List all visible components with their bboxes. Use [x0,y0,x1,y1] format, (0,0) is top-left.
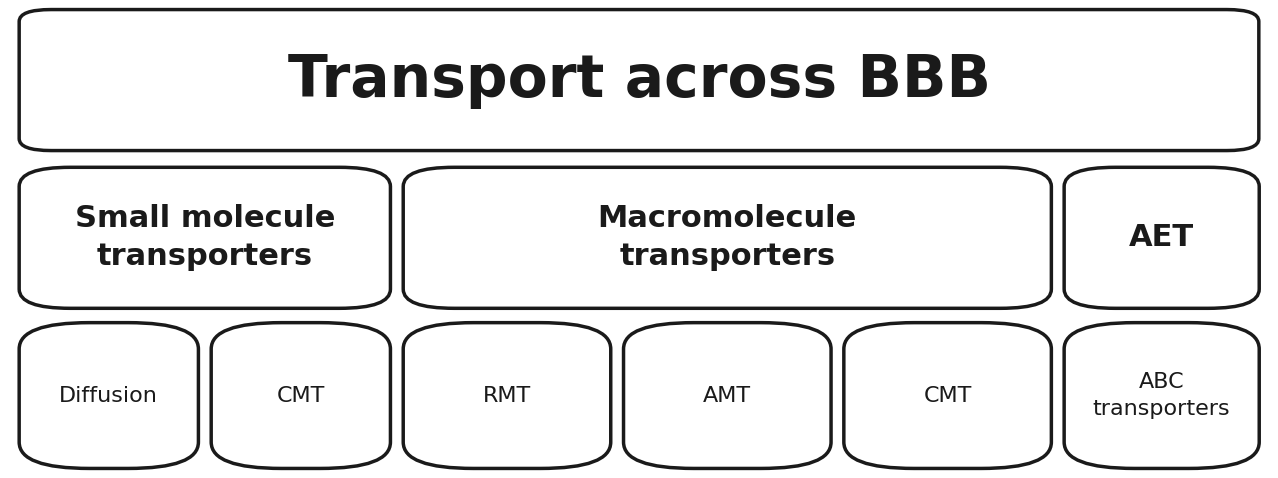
Text: Transport across BBB: Transport across BBB [288,52,990,109]
Text: AMT: AMT [703,386,751,405]
Text: Diffusion: Diffusion [59,386,158,405]
FancyBboxPatch shape [1065,167,1259,308]
FancyBboxPatch shape [19,167,391,308]
FancyBboxPatch shape [843,323,1052,468]
Text: ABC
transporters: ABC transporters [1093,372,1231,419]
FancyBboxPatch shape [19,10,1259,151]
Text: Macromolecule
transporters: Macromolecule transporters [598,204,858,272]
Text: AET: AET [1130,223,1194,252]
Text: CMT: CMT [276,386,325,405]
Text: CMT: CMT [924,386,971,405]
FancyBboxPatch shape [1065,323,1259,468]
FancyBboxPatch shape [624,323,831,468]
Text: Small molecule
transporters: Small molecule transporters [74,204,335,272]
FancyBboxPatch shape [211,323,391,468]
FancyBboxPatch shape [19,323,198,468]
FancyBboxPatch shape [404,167,1052,308]
Text: RMT: RMT [483,386,532,405]
FancyBboxPatch shape [404,323,611,468]
